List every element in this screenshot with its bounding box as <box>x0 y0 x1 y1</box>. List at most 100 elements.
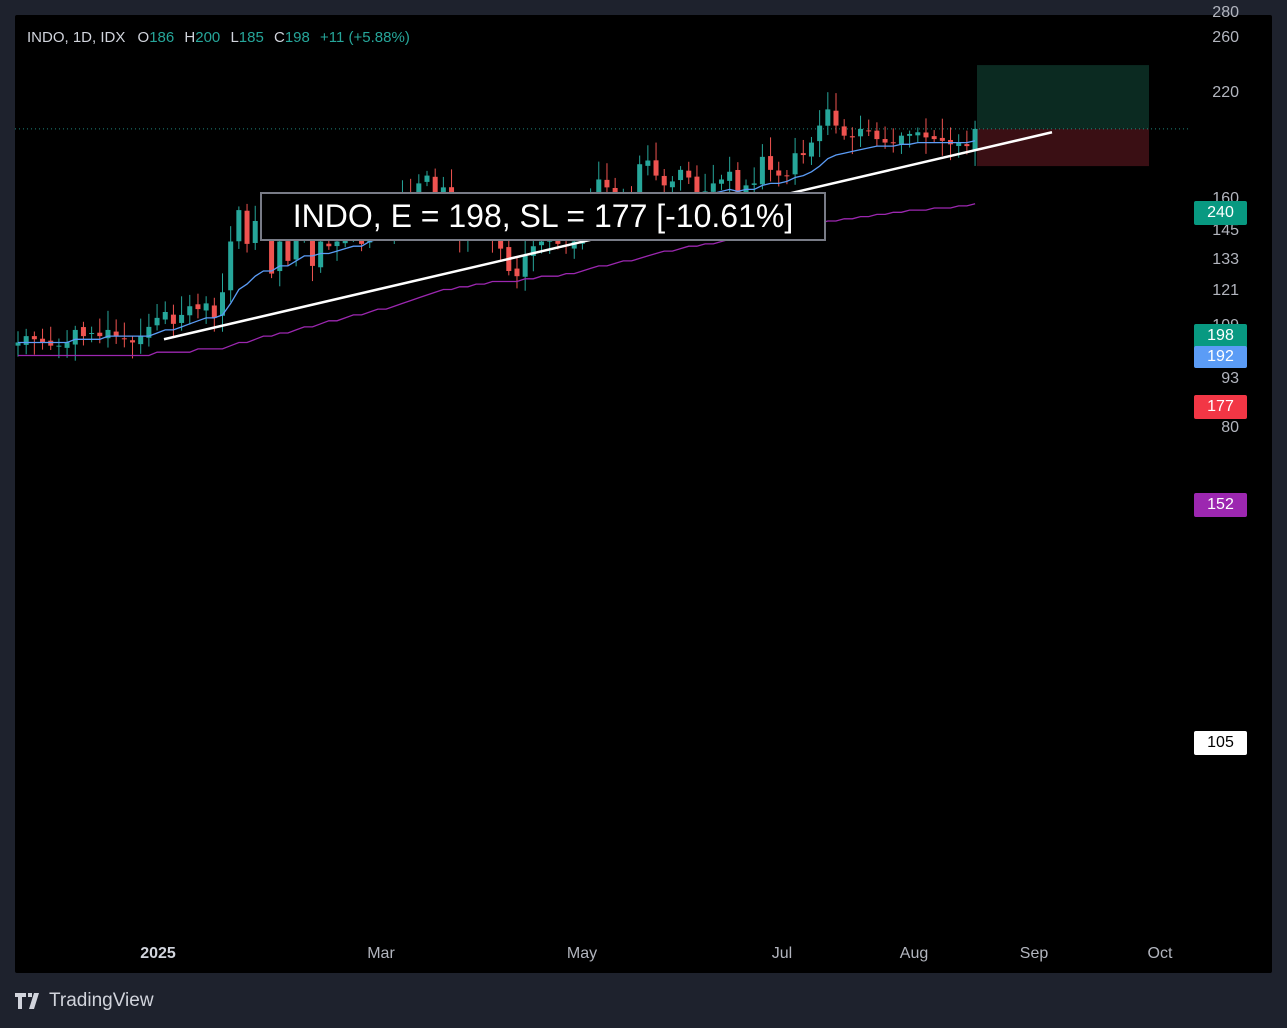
candle-body <box>686 170 692 178</box>
candle-body <box>743 185 749 197</box>
candle-body <box>105 329 111 339</box>
candle-body <box>858 128 864 137</box>
candle-body <box>972 128 978 150</box>
candle-body <box>179 314 185 323</box>
candle-body <box>800 153 806 156</box>
candle-body <box>154 317 160 326</box>
candle-body <box>89 333 95 335</box>
target-price-tag: 240 <box>1194 201 1247 225</box>
candle-body <box>130 340 136 343</box>
time-tick-label: Jul <box>771 945 793 962</box>
candle-body <box>195 304 201 310</box>
candle-body <box>964 144 970 147</box>
candle-body <box>898 135 904 145</box>
candle-body <box>539 241 545 246</box>
candle-body <box>252 220 258 243</box>
low-value: 185 <box>238 29 264 46</box>
candle-body <box>915 132 921 136</box>
candle-body <box>187 306 193 316</box>
open-value: 186 <box>149 29 175 46</box>
candle-body <box>228 241 234 291</box>
candle-body <box>956 142 962 147</box>
trade-annotation[interactable]: INDO, E = 198, SL = 177 [-10.61%] <box>260 192 826 241</box>
candle-body <box>15 342 21 346</box>
candle-body <box>833 110 839 126</box>
candle-body <box>162 312 168 320</box>
candle-body <box>792 153 798 175</box>
candle-body <box>874 130 880 140</box>
candle-body <box>866 130 872 132</box>
chart-frame <box>15 15 1272 973</box>
candle-body <box>113 331 119 337</box>
price-tick-label: 133 <box>1212 250 1239 268</box>
candle-body <box>645 160 651 166</box>
high-label: H <box>184 29 196 46</box>
tradingview-logo-icon <box>15 993 39 1009</box>
ema-slow-price-tag: 152 <box>1194 493 1247 517</box>
candle-body <box>694 176 700 194</box>
open-label: O <box>137 29 150 46</box>
candle-body <box>678 169 684 181</box>
trendline-price-tag: 105 <box>1194 731 1247 755</box>
candle-body <box>334 241 340 247</box>
ema-fast-price-tag: 192 <box>1194 346 1247 368</box>
candle-body <box>138 336 144 345</box>
candle-body <box>326 243 332 247</box>
candle-body <box>48 340 54 346</box>
low-label: L <box>230 29 239 46</box>
candle-body <box>318 241 324 268</box>
candle-body <box>669 181 675 188</box>
candle-body <box>440 187 446 196</box>
candle-body <box>244 210 250 244</box>
price-tick-label: 280 <box>1212 3 1239 21</box>
candle-body <box>203 303 209 311</box>
time-tick-label: May <box>566 945 598 962</box>
candle-body <box>825 109 831 126</box>
candle-body <box>849 136 855 138</box>
candle-body <box>784 175 790 177</box>
candle-body <box>718 179 724 184</box>
candle-body <box>236 210 242 242</box>
candle-body <box>939 137 945 141</box>
time-tick-label: Sep <box>1019 945 1049 962</box>
candle-body <box>637 164 643 219</box>
close-label: C <box>274 29 285 46</box>
candle-body <box>923 132 929 138</box>
candle-body <box>530 246 536 256</box>
candle-body <box>735 169 741 196</box>
candle-body <box>522 255 528 277</box>
stop-price-tag: 177 <box>1194 395 1247 419</box>
change-value: +11 (+5.88%) <box>320 29 410 46</box>
target-zone <box>977 65 1149 129</box>
candle-body <box>931 136 937 140</box>
time-tick-label: Oct <box>1147 945 1173 962</box>
price-tick-label: 93 <box>1221 369 1239 387</box>
time-tick-label: Aug <box>899 945 929 962</box>
candle-body <box>309 220 315 266</box>
candle-body <box>604 179 610 188</box>
candle-body <box>72 329 78 345</box>
candle-body <box>841 126 847 136</box>
candle-body <box>146 326 152 338</box>
price-tick-label: 145 <box>1212 222 1239 240</box>
candle-body <box>751 183 757 185</box>
price-tick-label: 121 <box>1212 282 1239 300</box>
candle-body <box>277 241 283 272</box>
candle-body <box>80 327 86 337</box>
candle-body <box>64 342 70 348</box>
candle-body <box>40 338 46 343</box>
candle-body <box>768 156 774 170</box>
ema-fast-line <box>18 140 976 344</box>
price-tick-label: 80 <box>1221 419 1239 437</box>
time-tick-label: Mar <box>367 945 395 962</box>
tradingview-brand[interactable]: TradingView <box>15 990 154 1012</box>
candle-body <box>23 336 29 345</box>
symbol-title: INDO, 1D, IDX <box>27 29 126 46</box>
candle-body <box>170 314 176 324</box>
candle-body <box>727 171 733 181</box>
stop-zone <box>977 128 1149 167</box>
price-tick-label: 220 <box>1212 83 1239 101</box>
candle-body <box>907 133 913 136</box>
candle-body <box>653 160 659 176</box>
